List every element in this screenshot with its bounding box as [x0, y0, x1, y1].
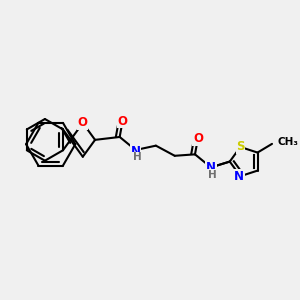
Text: O: O	[193, 132, 203, 145]
Text: S: S	[236, 140, 244, 154]
Text: O: O	[78, 116, 88, 130]
Text: O: O	[118, 115, 128, 128]
Text: N: N	[206, 161, 216, 175]
Text: N: N	[234, 170, 244, 183]
Text: CH₃: CH₃	[277, 137, 298, 147]
Text: N: N	[130, 145, 141, 158]
Text: H: H	[133, 152, 141, 162]
Text: H: H	[208, 169, 217, 180]
